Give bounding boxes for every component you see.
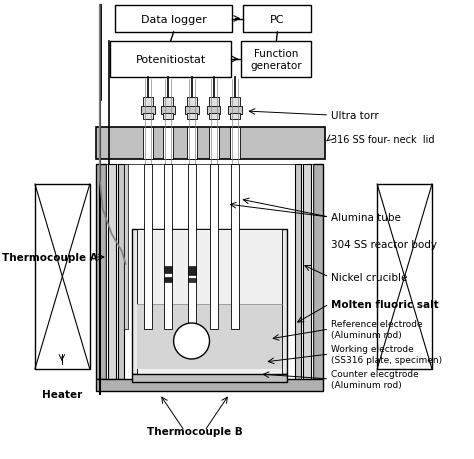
Bar: [35, 185, 90, 369]
Bar: [188, 279, 196, 282]
Text: PC: PC: [270, 15, 284, 24]
Bar: [144, 165, 152, 329]
Bar: [209, 114, 219, 120]
Bar: [207, 107, 220, 115]
Text: Working electrode
(SS316 plate, specimen): Working electrode (SS316 plate, specimen…: [331, 345, 442, 364]
Bar: [163, 128, 173, 160]
Bar: [124, 165, 128, 329]
Bar: [96, 128, 325, 160]
Bar: [209, 98, 219, 108]
Bar: [141, 107, 155, 115]
Text: Reference electrode
(Aluminum rod): Reference electrode (Aluminum rod): [331, 319, 423, 339]
Bar: [163, 98, 173, 108]
Bar: [143, 98, 153, 108]
Bar: [244, 6, 311, 33]
Bar: [230, 98, 240, 108]
Bar: [106, 165, 313, 379]
Bar: [188, 266, 196, 275]
Bar: [230, 114, 240, 120]
Text: Thermocouple A: Thermocouple A: [2, 252, 98, 263]
Bar: [143, 128, 153, 160]
Text: Thermocouple B: Thermocouple B: [146, 426, 242, 436]
Text: Ultra torr: Ultra torr: [331, 111, 379, 121]
Text: Data logger: Data logger: [141, 15, 207, 24]
Text: Molten fluoric salt: Molten fluoric salt: [331, 299, 439, 309]
Bar: [184, 107, 199, 115]
Bar: [187, 114, 197, 120]
Text: Potenitiostat: Potenitiostat: [136, 55, 206, 65]
Bar: [137, 230, 283, 374]
Text: Alumina tube: Alumina tube: [331, 213, 401, 223]
Bar: [137, 304, 283, 369]
Bar: [161, 107, 174, 115]
Bar: [164, 165, 172, 329]
Text: Function
generator: Function generator: [251, 49, 302, 71]
Bar: [132, 230, 287, 374]
Bar: [241, 42, 311, 78]
Text: Counter elecgtrode
(Aluminum rod): Counter elecgtrode (Aluminum rod): [331, 369, 419, 389]
Bar: [228, 107, 242, 115]
Bar: [188, 165, 196, 329]
Bar: [187, 128, 197, 160]
Bar: [132, 374, 287, 382]
Bar: [108, 165, 116, 379]
Bar: [295, 165, 301, 379]
Bar: [164, 266, 172, 274]
Bar: [118, 165, 124, 379]
Text: Nickel crucible: Nickel crucible: [331, 272, 408, 282]
Bar: [115, 6, 232, 33]
Bar: [377, 185, 432, 369]
Bar: [313, 165, 323, 379]
Bar: [163, 114, 173, 120]
Bar: [209, 128, 219, 160]
Text: 304 SS reactor body: 304 SS reactor body: [331, 240, 437, 249]
Text: Heater: Heater: [42, 389, 82, 399]
Bar: [231, 165, 239, 329]
Bar: [96, 165, 106, 379]
Bar: [210, 165, 218, 329]
Bar: [164, 277, 172, 282]
Bar: [230, 128, 240, 160]
Text: 316 SS four- neck  lid: 316 SS four- neck lid: [331, 134, 435, 145]
Bar: [96, 379, 323, 391]
Bar: [110, 42, 231, 78]
Bar: [303, 165, 311, 379]
Bar: [187, 98, 197, 108]
Circle shape: [173, 323, 210, 359]
Bar: [143, 114, 153, 120]
